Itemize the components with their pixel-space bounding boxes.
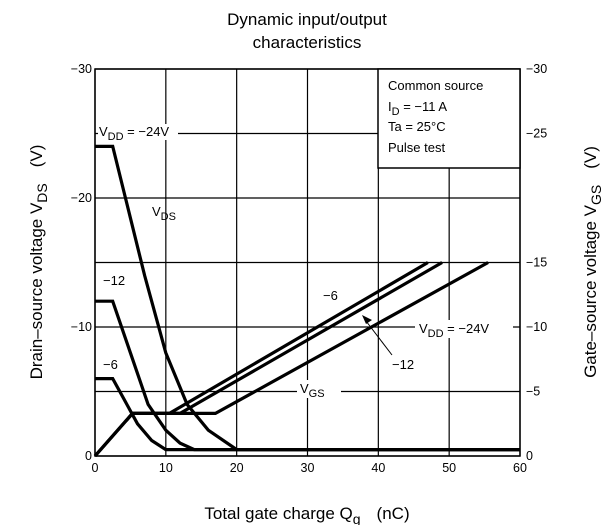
series-line-2 <box>95 377 520 452</box>
condition-line-4: Pulse test <box>388 140 445 155</box>
annotations: VDD = −24V VDS −12 −6 −6 VGS VDD = −24V … <box>98 124 513 400</box>
label-minus6-left: −6 <box>103 357 118 372</box>
x-tick-label: 0 <box>92 461 99 475</box>
vgs-curve-label: VGS <box>300 381 325 400</box>
condition-line-3: Ta = 25°C <box>388 119 446 134</box>
y-tick-label-left: −30 <box>71 62 92 76</box>
y-tick-label-right: 0 <box>526 449 533 463</box>
conditions-box: Common source ID = −11 A Ta = 25°C Pulse… <box>377 68 521 169</box>
tick-labels: 0 10 20 30 40 50 600−10−20−300−5−10−15−25−30 <box>71 62 547 475</box>
vdd-right-label: VDD = −24V <box>419 321 489 340</box>
label-minus6-mid: −6 <box>323 288 338 303</box>
series-line-5 <box>93 261 489 458</box>
y-tick-label-right: −15 <box>526 256 547 270</box>
label-minus12-left: −12 <box>103 273 125 288</box>
condition-line-1: Common source <box>388 78 483 93</box>
label-minus12-right: −12 <box>392 357 414 372</box>
series-line-0 <box>95 144 520 452</box>
x-axis-title: Total gate charge Qg (nC) <box>204 504 409 525</box>
y-tick-label-right: −25 <box>526 127 547 141</box>
vds-curve-label: VDS <box>152 204 176 223</box>
x-tick-label: 20 <box>230 461 244 475</box>
x-tick-label: 40 <box>371 461 385 475</box>
x-tick-label: 30 <box>301 461 315 475</box>
x-tick-label: 50 <box>442 461 456 475</box>
y-tick-label-right: −5 <box>526 385 540 399</box>
chart-title-line-2: characteristics <box>253 33 362 52</box>
chart-title-line-1: Dynamic input/output <box>227 10 387 29</box>
x-tick-label: 10 <box>159 461 173 475</box>
plot-frame <box>94 68 521 457</box>
y-axis-title-left: Drain–source voltage VDS(V) <box>27 145 50 380</box>
y-tick-label-right: −30 <box>526 62 547 76</box>
series-lines <box>93 144 520 458</box>
condition-line-2: ID = −11 A <box>388 99 447 118</box>
y-tick-label-left: −10 <box>71 320 92 334</box>
x-tick-label: 60 <box>513 461 527 475</box>
y-tick-label-left: 0 <box>85 449 92 463</box>
leader-line-12 <box>365 320 393 356</box>
y-tick-label-left: −20 <box>71 191 92 205</box>
y-axis-title-right: Gate–source voltage VGS(V) <box>581 146 604 378</box>
vdd-top-label: VDD = −24V <box>99 124 169 143</box>
arrow-head-12 <box>362 315 372 324</box>
y-tick-label-right: −10 <box>526 320 547 334</box>
series-line-4 <box>93 261 443 458</box>
